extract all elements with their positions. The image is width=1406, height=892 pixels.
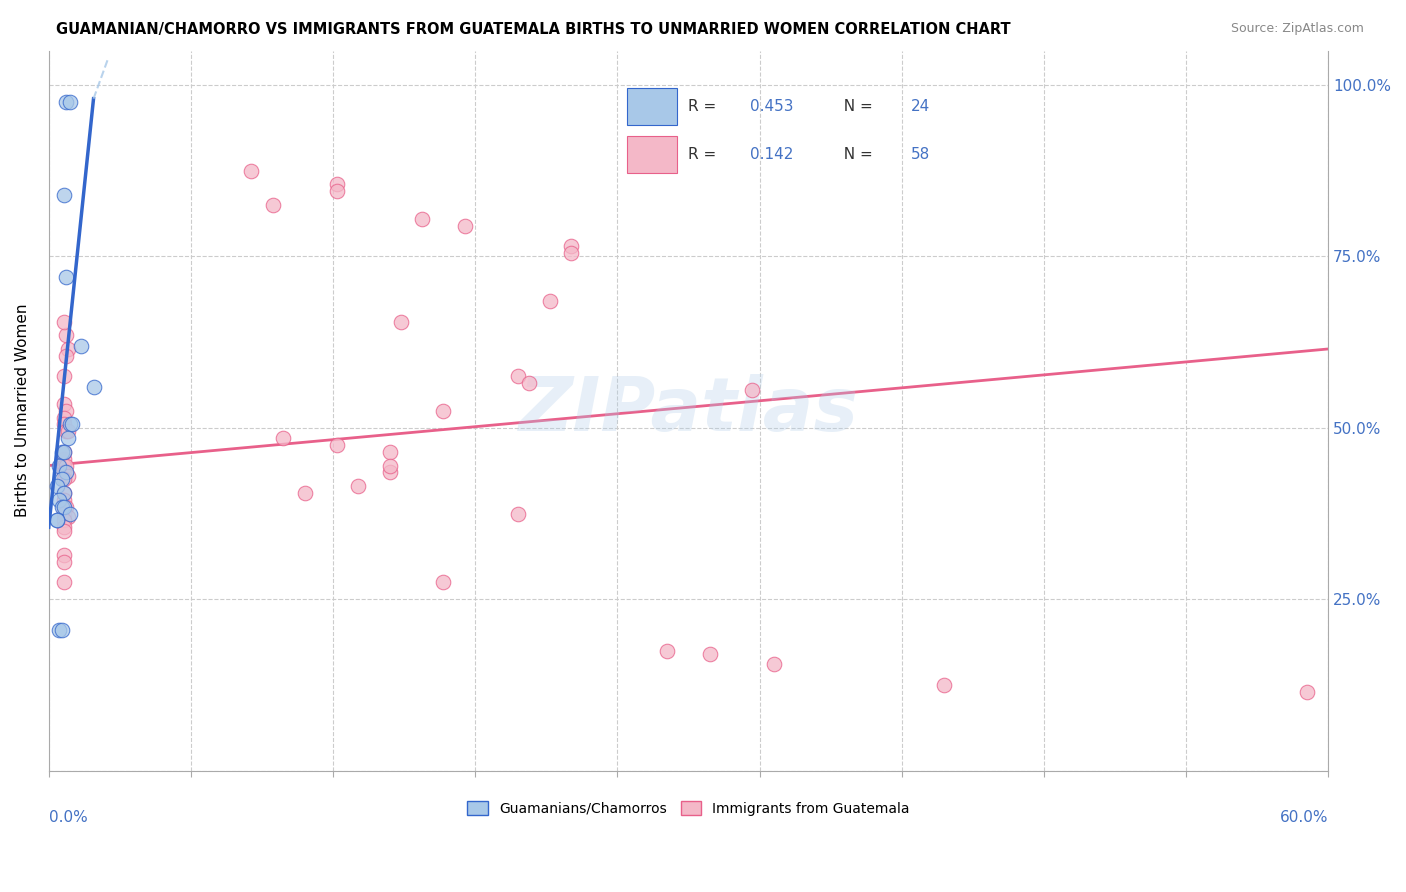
Point bbox=[934, 678, 956, 692]
Point bbox=[52, 555, 75, 569]
Point bbox=[52, 486, 75, 500]
Point bbox=[52, 500, 75, 514]
Point bbox=[517, 376, 540, 391]
Point bbox=[59, 507, 82, 521]
Point bbox=[432, 575, 454, 590]
Text: 0.0%: 0.0% bbox=[49, 810, 87, 825]
Text: GUAMANIAN/CHAMORRO VS IMMIGRANTS FROM GUATEMALA BIRTHS TO UNMARRIED WOMEN CORREL: GUAMANIAN/CHAMORRO VS IMMIGRANTS FROM GU… bbox=[56, 22, 1011, 37]
Point bbox=[262, 198, 284, 212]
Point bbox=[56, 431, 79, 445]
Point bbox=[51, 623, 73, 637]
Point bbox=[52, 507, 75, 521]
Point bbox=[378, 445, 401, 459]
Text: ZIPatlas: ZIPatlas bbox=[519, 374, 859, 447]
Point bbox=[46, 513, 69, 527]
Point bbox=[52, 445, 75, 459]
Point bbox=[55, 500, 77, 514]
Point bbox=[55, 328, 77, 343]
Point bbox=[453, 219, 475, 233]
Point bbox=[56, 468, 79, 483]
Point bbox=[83, 380, 105, 394]
Point bbox=[48, 492, 70, 507]
Point bbox=[325, 178, 347, 192]
Point bbox=[411, 211, 433, 226]
Point bbox=[55, 466, 77, 480]
Legend: Guamanians/Chamorros, Immigrants from Guatemala: Guamanians/Chamorros, Immigrants from Gu… bbox=[461, 796, 915, 822]
Point bbox=[52, 492, 75, 507]
Point bbox=[741, 383, 763, 397]
Point bbox=[347, 479, 370, 493]
Point bbox=[52, 466, 75, 480]
Point bbox=[51, 500, 73, 514]
Point bbox=[52, 575, 75, 590]
Point bbox=[59, 95, 82, 109]
Point bbox=[52, 187, 75, 202]
Point bbox=[378, 458, 401, 473]
Point bbox=[294, 486, 316, 500]
Point bbox=[325, 438, 347, 452]
Point bbox=[52, 369, 75, 384]
Y-axis label: Births to Unmarried Women: Births to Unmarried Women bbox=[15, 304, 30, 517]
Point bbox=[55, 270, 77, 285]
Point bbox=[432, 403, 454, 417]
Point bbox=[52, 524, 75, 538]
Point bbox=[52, 397, 75, 411]
Point bbox=[52, 513, 75, 527]
Point bbox=[51, 472, 73, 486]
Point bbox=[56, 424, 79, 438]
Point bbox=[52, 451, 75, 466]
Point bbox=[699, 647, 721, 661]
Point bbox=[55, 458, 77, 473]
Point bbox=[271, 431, 294, 445]
Point bbox=[48, 623, 70, 637]
Point bbox=[52, 472, 75, 486]
Point bbox=[46, 513, 69, 527]
Point bbox=[325, 184, 347, 198]
Point bbox=[506, 507, 529, 521]
Text: 60.0%: 60.0% bbox=[1279, 810, 1329, 825]
Point bbox=[59, 417, 82, 432]
Point bbox=[55, 403, 77, 417]
Point bbox=[69, 338, 91, 352]
Point bbox=[240, 163, 263, 178]
Point bbox=[48, 458, 70, 473]
Point bbox=[560, 239, 582, 253]
Point bbox=[560, 246, 582, 260]
Point bbox=[55, 349, 77, 363]
Point bbox=[60, 417, 83, 432]
Point bbox=[51, 445, 73, 459]
Point bbox=[1295, 685, 1317, 699]
Point bbox=[46, 479, 69, 493]
Point bbox=[389, 314, 412, 328]
Point bbox=[762, 657, 785, 672]
Point bbox=[538, 293, 561, 308]
Point bbox=[56, 342, 79, 356]
Point bbox=[55, 424, 77, 438]
Point bbox=[52, 500, 75, 514]
Point bbox=[52, 445, 75, 459]
Point bbox=[655, 643, 678, 657]
Point bbox=[506, 369, 529, 384]
Point bbox=[52, 410, 75, 425]
Point bbox=[52, 520, 75, 534]
Point bbox=[378, 466, 401, 480]
Point bbox=[56, 510, 79, 524]
Text: Source: ZipAtlas.com: Source: ZipAtlas.com bbox=[1230, 22, 1364, 36]
Point bbox=[55, 95, 77, 109]
Point bbox=[52, 486, 75, 500]
Point bbox=[52, 548, 75, 562]
Point bbox=[52, 458, 75, 473]
Point bbox=[52, 314, 75, 328]
Point bbox=[52, 417, 75, 432]
